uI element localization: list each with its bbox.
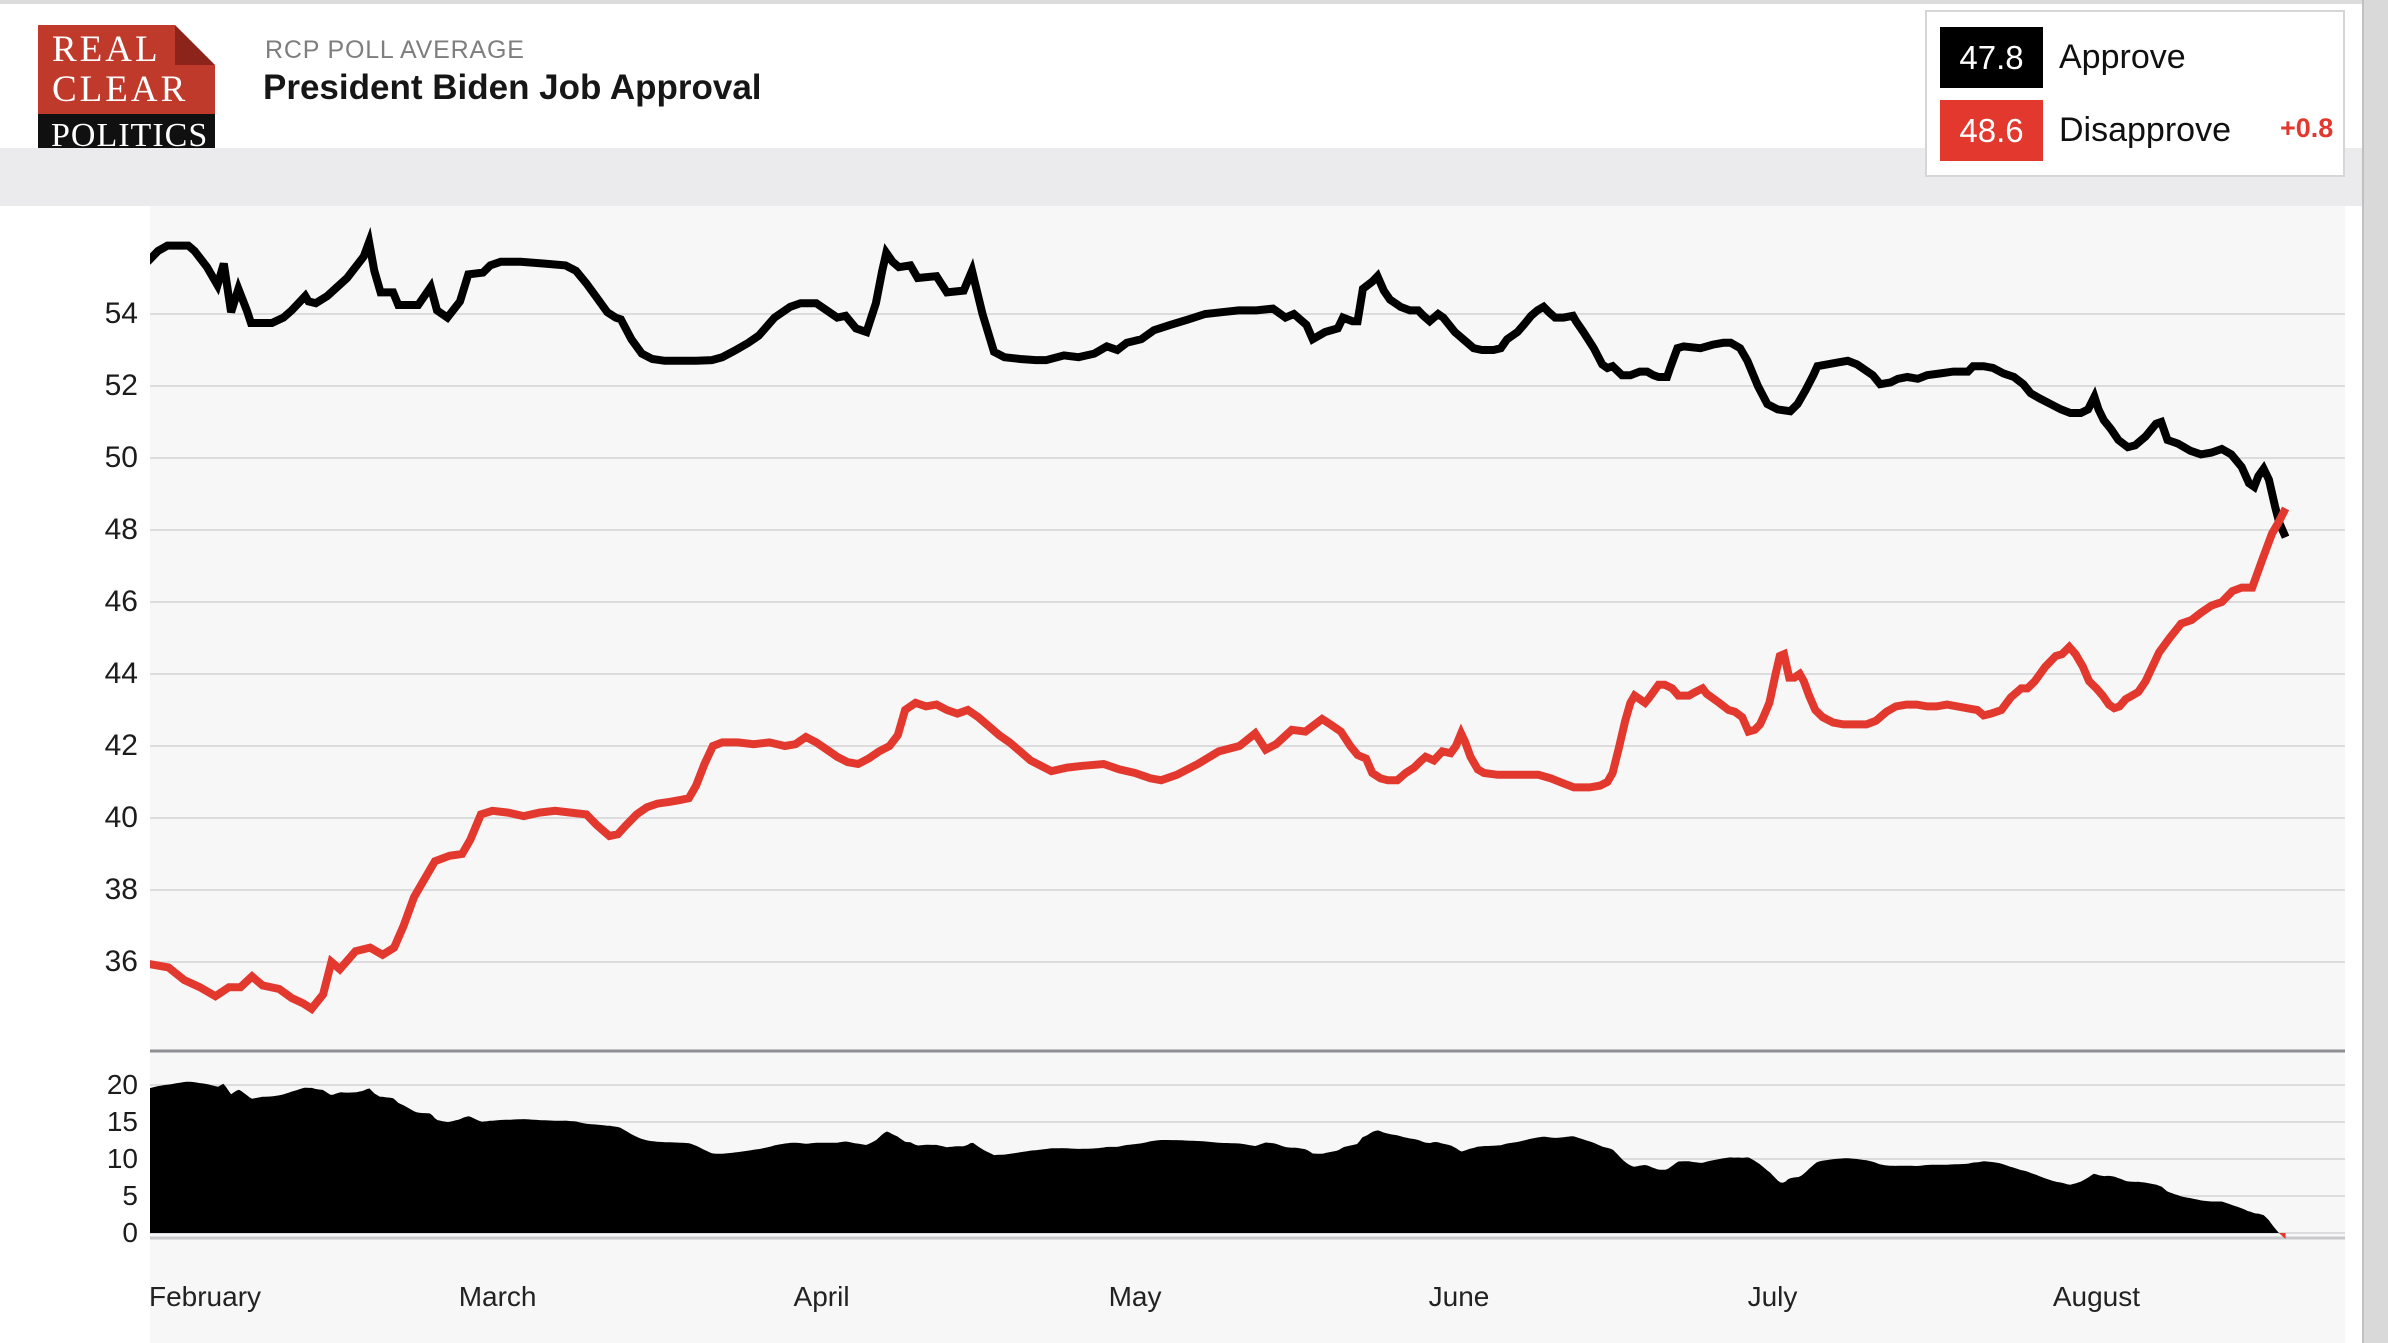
month-label-august: August [2052, 1281, 2141, 1312]
spread-tick-20: 20 [106, 1069, 138, 1100]
disapprove-line [150, 506, 2290, 1015]
month-label-may: May [1108, 1281, 1162, 1312]
y-tick-46: 46 [104, 585, 138, 618]
eyebrow-label: RCP POLL AVERAGE [265, 36, 525, 64]
y-tick-50: 50 [104, 441, 138, 474]
logo-red-block: REAL CLEAR [38, 25, 215, 114]
month-label-june: June [1428, 1281, 1490, 1312]
logo-line-real: REAL [52, 29, 161, 70]
month-label-march: March [458, 1281, 537, 1312]
spread-area [150, 1081, 2279, 1233]
spread-tick-15: 15 [106, 1106, 138, 1137]
logo-text: REAL CLEAR [52, 30, 188, 110]
top-hairline [0, 0, 2388, 4]
legend-disapprove-value: 48.6 [1959, 112, 2024, 149]
legend: 47.8 Approve 48.6 Disapprove +0.8 [1925, 10, 2345, 177]
spread-tick-10: 10 [106, 1143, 138, 1174]
y-tick-36: 36 [104, 945, 138, 978]
y-tick-48: 48 [104, 513, 138, 546]
y-tick-38: 38 [104, 873, 138, 906]
spread-tick-0: 0 [122, 1217, 138, 1248]
y-tick-54: 54 [104, 297, 138, 330]
right-scroll-gutter[interactable] [2362, 0, 2388, 1343]
logo-line-clear: CLEAR [52, 69, 189, 110]
legend-disapprove-label: Disapprove [2059, 111, 2231, 149]
approve-line [150, 226, 2290, 539]
month-label-july: July [1747, 1281, 1798, 1312]
y-tick-40: 40 [104, 801, 138, 834]
legend-approve-value: 47.8 [1959, 39, 2024, 76]
month-label-february: February [150, 1281, 262, 1312]
month-label-april: April [793, 1281, 850, 1312]
legend-approve-label: Approve [2059, 38, 2186, 76]
rcp-logo[interactable]: REAL CLEAR POLITICS [38, 25, 215, 158]
page-title: President Biden Job Approval [263, 68, 762, 107]
legend-disapprove-swatch: 48.6 [1940, 100, 2043, 161]
legend-approve-swatch: 47.8 [1940, 27, 2043, 88]
legend-spread-delta: +0.8 [2280, 113, 2334, 143]
spread-area-negative [2279, 1233, 2286, 1239]
spread-tick-5: 5 [122, 1180, 138, 1211]
x-axis-month-labels: February March April May June July August [150, 1281, 2345, 1315]
y-tick-42: 42 [104, 729, 138, 762]
y-tick-52: 52 [104, 369, 138, 402]
y-tick-44: 44 [104, 657, 138, 690]
